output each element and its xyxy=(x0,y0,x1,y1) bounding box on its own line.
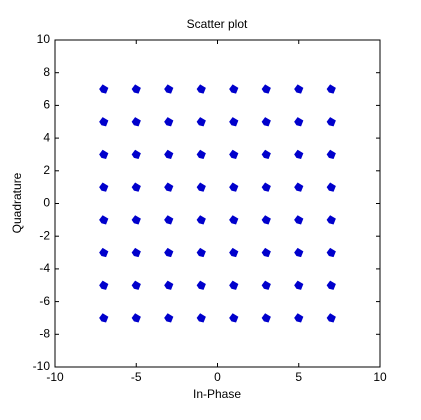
scatter-point xyxy=(131,247,141,258)
x-tick-label: 10 xyxy=(373,370,387,384)
scatter-point xyxy=(131,182,141,192)
scatter-point xyxy=(294,280,304,290)
scatter-point xyxy=(164,313,174,323)
scatter-point xyxy=(196,247,206,258)
scatter-point xyxy=(261,280,271,290)
scatter-point xyxy=(99,84,109,94)
scatter-point xyxy=(326,280,336,290)
scatter-point xyxy=(294,117,304,127)
x-axis-label: In-Phase xyxy=(193,387,241,401)
scatter-point xyxy=(294,182,304,192)
scatter-point xyxy=(196,182,206,192)
scatter-point xyxy=(261,117,271,127)
scatter-point xyxy=(131,149,141,160)
x-tick-label: 0 xyxy=(214,370,221,384)
scatter-point xyxy=(131,117,141,127)
scatter-point xyxy=(196,313,206,323)
chart-title: Scatter plot xyxy=(187,17,248,31)
y-tick-label: -2 xyxy=(39,228,50,242)
scatter-point xyxy=(326,84,336,94)
scatter-point xyxy=(229,84,239,94)
scatter-point xyxy=(229,280,239,290)
scatter-point xyxy=(261,149,271,160)
plot-frame xyxy=(54,39,381,368)
y-tick-label: 10 xyxy=(37,32,51,46)
scatter-point xyxy=(229,313,239,323)
scatter-point xyxy=(261,313,271,323)
y-tick-label: 0 xyxy=(43,196,50,210)
scatter-point xyxy=(326,149,336,160)
scatter-point xyxy=(294,84,304,94)
scatter-point xyxy=(326,313,336,323)
scatter-point xyxy=(326,247,336,258)
x-tick-label: -10 xyxy=(46,370,64,384)
scatter-point xyxy=(294,247,304,258)
scatter-point xyxy=(164,247,174,258)
scatter-point xyxy=(326,182,336,192)
scatter-point xyxy=(99,280,109,290)
x-tick-label: 5 xyxy=(295,370,302,384)
scatter-point xyxy=(196,280,206,290)
scatter-point xyxy=(99,149,109,160)
scatter-point xyxy=(164,215,174,225)
x-tick-label: -5 xyxy=(131,370,142,384)
y-tick-label: 8 xyxy=(43,65,50,79)
scatter-point xyxy=(99,247,109,258)
scatter-point xyxy=(261,84,271,94)
y-tick-label: 4 xyxy=(43,130,50,144)
scatter-point xyxy=(131,215,141,225)
scatter-point xyxy=(229,117,239,127)
scatter-point xyxy=(326,215,336,225)
scatter-point xyxy=(99,215,109,225)
scatter-point xyxy=(229,182,239,192)
scatter-point xyxy=(99,182,109,192)
scatter-point xyxy=(164,84,174,94)
y-axis-label: Quadrature xyxy=(10,172,24,233)
scatter-point xyxy=(99,117,109,127)
scatter-point xyxy=(229,149,239,160)
scatter-point xyxy=(164,182,174,192)
scatter-point xyxy=(164,149,174,160)
scatter-point xyxy=(164,280,174,290)
scatter-point xyxy=(131,313,141,323)
scatter-point xyxy=(294,215,304,225)
scatter-point xyxy=(294,149,304,160)
scatter-point xyxy=(261,182,271,192)
scatter-point xyxy=(261,247,271,258)
y-tick-label: -8 xyxy=(39,326,50,340)
scatter-point xyxy=(196,149,206,160)
y-tick-label: -4 xyxy=(39,261,50,275)
scatter-point xyxy=(164,117,174,127)
scatter-point xyxy=(99,313,109,323)
scatter-point xyxy=(294,313,304,323)
scatter-point xyxy=(131,280,141,290)
scatter-point xyxy=(131,84,141,94)
y-tick-label: -10 xyxy=(33,359,51,373)
scatter-point xyxy=(196,215,206,225)
y-tick-label: -6 xyxy=(39,294,50,308)
scatter-point xyxy=(261,215,271,225)
y-tick-label: 2 xyxy=(43,163,50,177)
y-tick-label: 6 xyxy=(43,98,50,112)
scatter-point xyxy=(229,215,239,225)
scatter-point xyxy=(196,117,206,127)
scatter-point xyxy=(196,84,206,94)
scatter-point xyxy=(326,117,336,127)
scatter-point xyxy=(229,247,239,258)
